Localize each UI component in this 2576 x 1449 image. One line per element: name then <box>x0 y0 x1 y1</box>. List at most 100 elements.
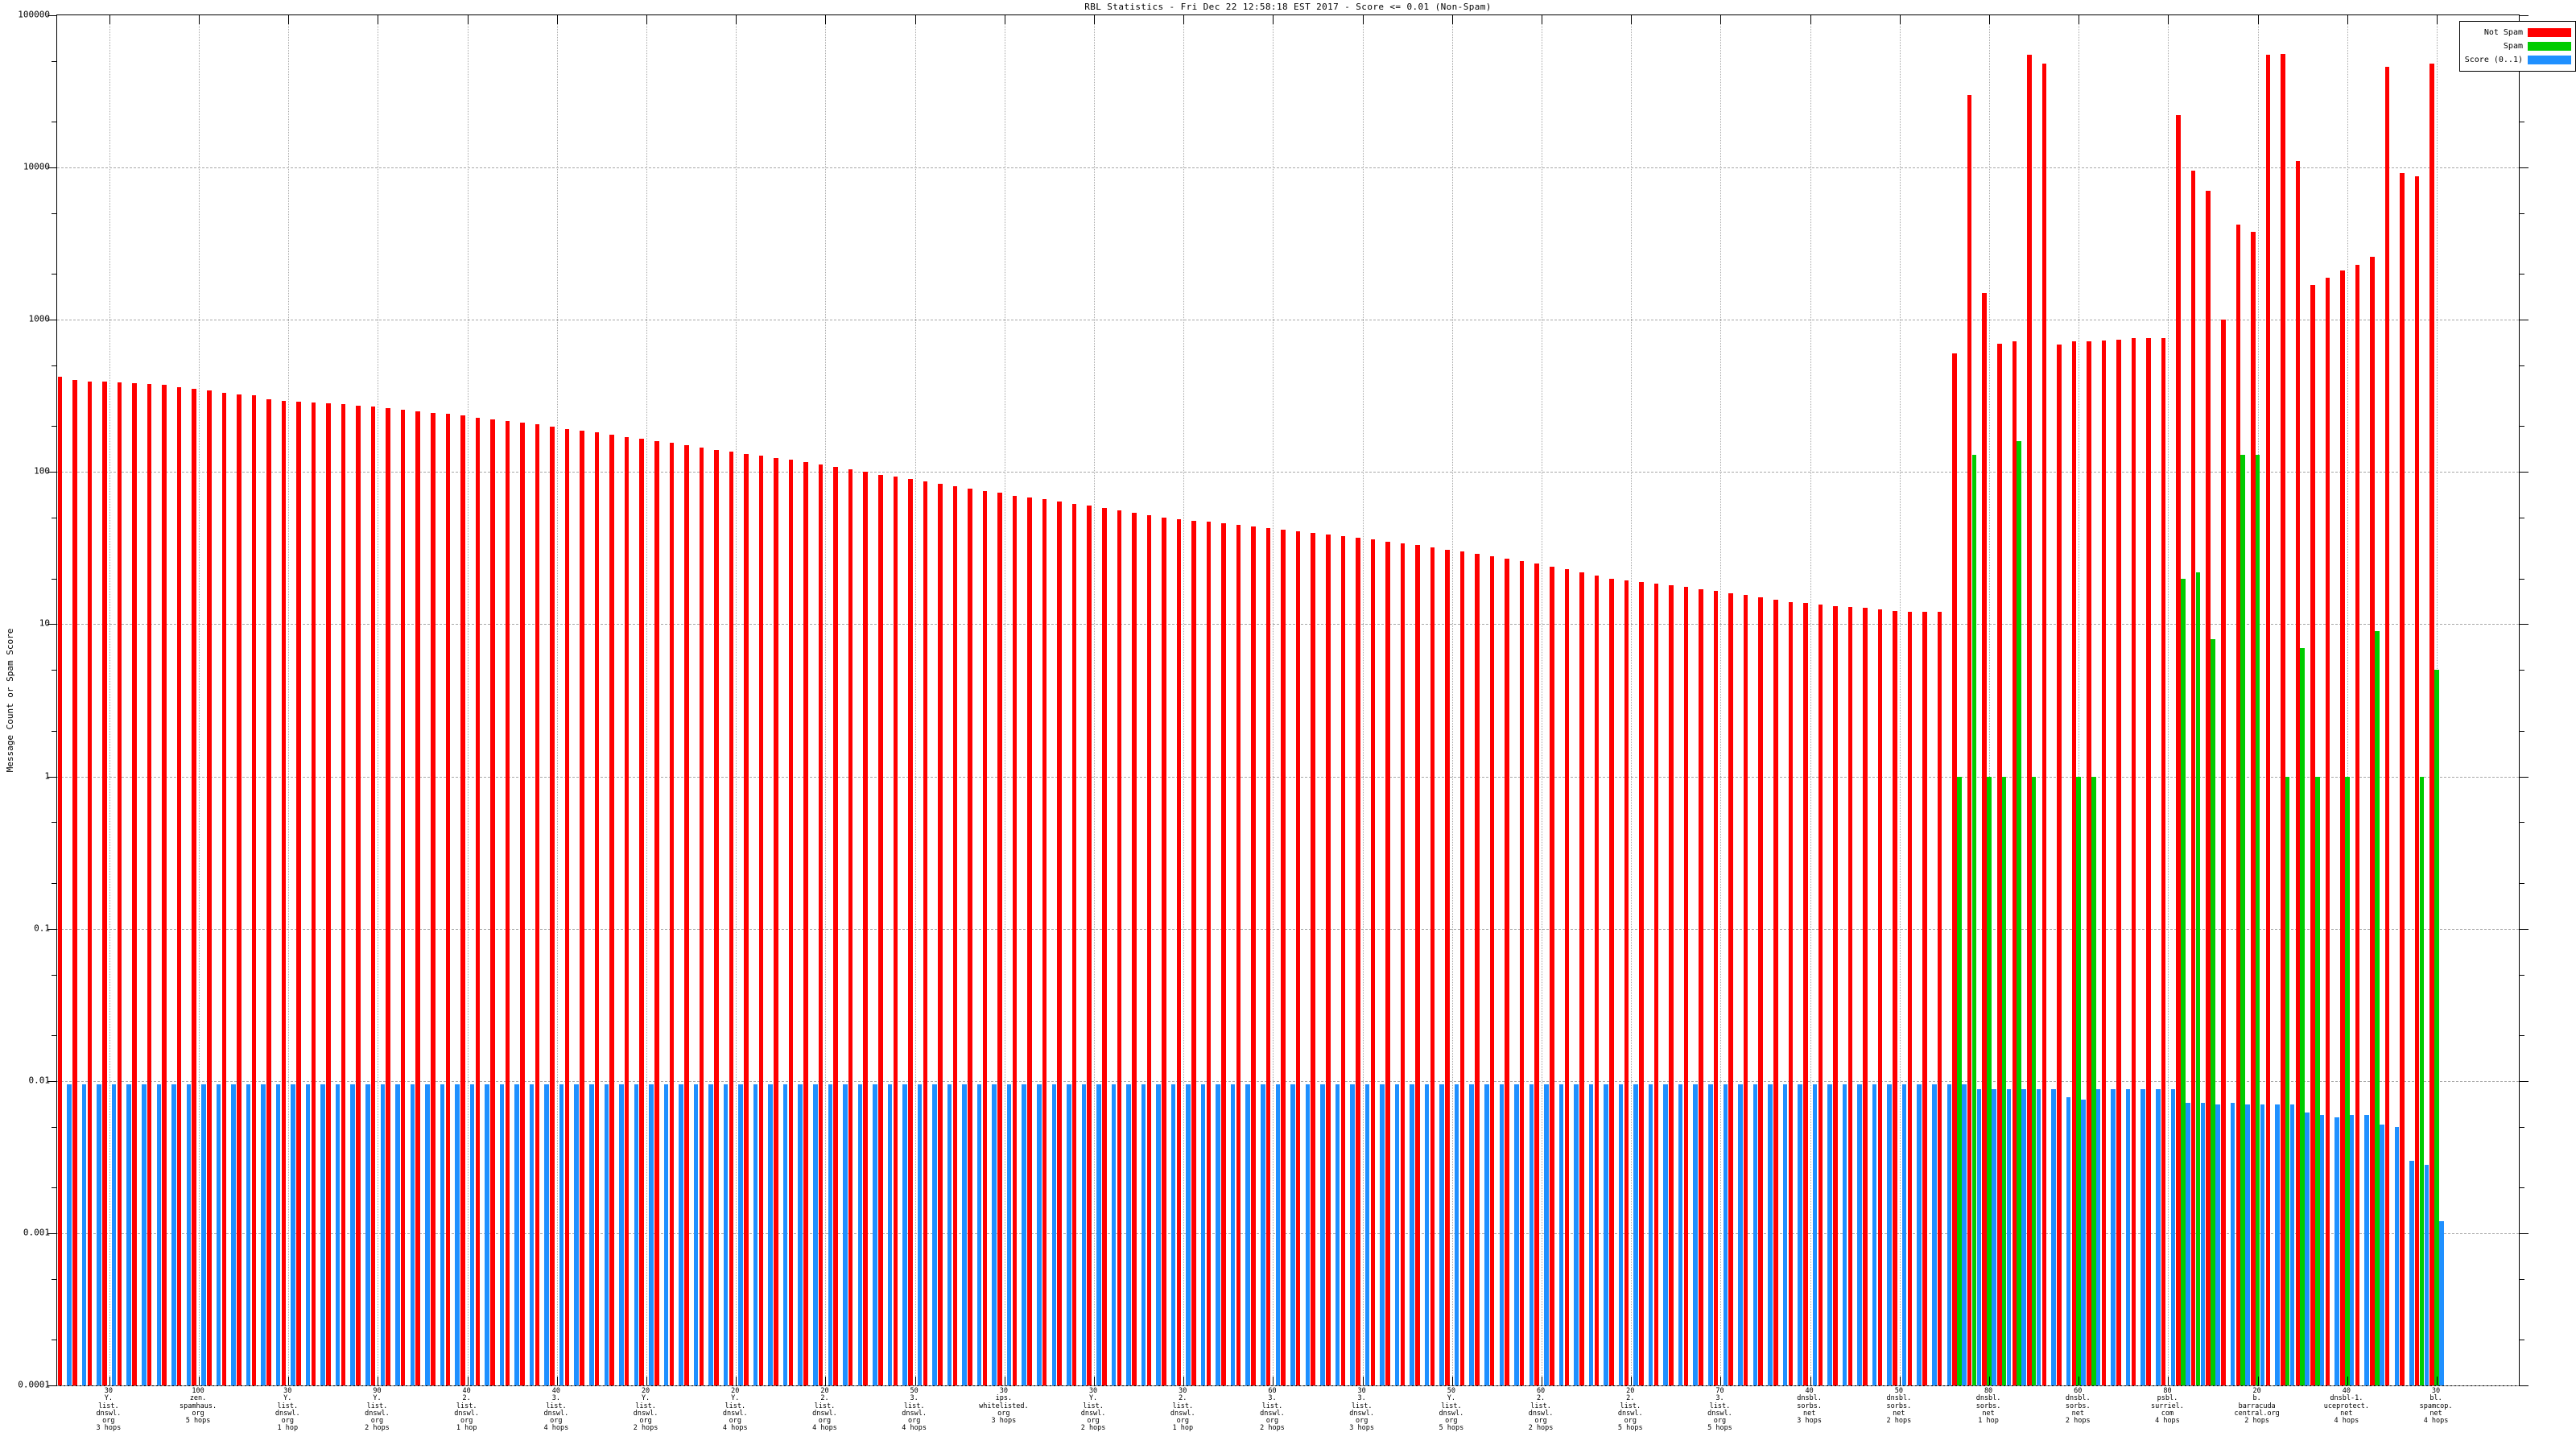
legend-item-label: Spam <box>2503 42 2523 51</box>
y-axis-minor-tick <box>2519 670 2524 671</box>
bar-group <box>1355 15 1370 1385</box>
bar-group <box>550 15 565 1385</box>
x-axis-tick-label: 30 Y. list. dnswl. org 2 hops <box>1080 1387 1106 1433</box>
x-axis-tick-labels: 30 Y. list. dnswl. org 3 hops 100 zen. sp… <box>56 1387 2520 1449</box>
bar-group <box>669 15 684 1385</box>
x-axis-tick <box>2257 15 2259 24</box>
bars-layer <box>57 15 2519 1385</box>
bar-score <box>2379 1124 2384 1385</box>
bar-spam <box>1971 454 1977 1385</box>
bar-score <box>1618 1084 1624 1385</box>
bar-score <box>693 1084 699 1385</box>
bar-group <box>415 15 431 1385</box>
bar-group <box>1639 15 1654 1385</box>
bar-not-spam <box>102 382 107 1385</box>
bar-group <box>535 15 550 1385</box>
bar-group <box>744 15 759 1385</box>
bar-group <box>1788 15 1803 1385</box>
bar-score <box>2394 1126 2400 1385</box>
x-axis-tick <box>1183 15 1185 24</box>
bar-not-spam <box>624 436 630 1385</box>
bar-not-spam <box>1877 609 1883 1385</box>
bar-not-spam <box>2146 337 2151 1385</box>
bar-score <box>1484 1084 1489 1385</box>
x-axis-tick <box>736 1377 737 1385</box>
bar-score <box>291 1084 295 1385</box>
x-axis-tick <box>1631 1377 1633 1385</box>
bar-not-spam <box>176 387 182 1385</box>
x-axis-tick <box>1183 1377 1185 1385</box>
bar-score <box>544 1084 549 1385</box>
bar-not-spam <box>415 411 420 1385</box>
bar-group <box>102 15 118 1385</box>
bar-not-spam <box>1430 547 1435 1385</box>
bar-not-spam <box>1475 554 1480 1385</box>
y-axis-tick-label: 0.1 <box>34 923 50 934</box>
bar-score <box>1558 1084 1564 1385</box>
bar-score <box>2051 1089 2056 1385</box>
y-axis-title: Message Count or Spam Score <box>5 628 15 773</box>
x-axis-tick <box>2347 15 2348 24</box>
bar-score <box>1976 1089 1982 1385</box>
bar-not-spam <box>818 464 824 1385</box>
legend-item-swatch <box>2528 42 2571 51</box>
y-axis-minor-tick <box>52 213 57 215</box>
bar-score <box>1529 1084 1534 1385</box>
y-axis-minor-tick <box>2519 730 2524 732</box>
bar-not-spam <box>1803 603 1808 1385</box>
x-axis-tick-label: 60 3. list. dnswl. org 2 hops <box>1260 1387 1285 1433</box>
bar-not-spam <box>1311 532 1315 1385</box>
bar-score <box>529 1084 535 1385</box>
bar-not-spam <box>326 403 331 1385</box>
bar-group <box>162 15 177 1385</box>
gridline-vertical <box>109 15 110 1385</box>
bar-score <box>1036 1084 1042 1385</box>
x-axis-tick <box>914 1377 916 1385</box>
y-axis-minor-tick <box>2519 274 2524 275</box>
bar-group <box>2355 15 2370 1385</box>
legend-item-swatch <box>2528 28 2571 37</box>
bar-score <box>574 1084 579 1385</box>
bar-not-spam <box>132 383 137 1385</box>
x-axis-tick <box>1273 1377 1274 1385</box>
bar-score <box>887 1084 893 1385</box>
bar-not-spam <box>1206 522 1212 1385</box>
bar-group <box>1340 15 1356 1385</box>
y-axis-tick <box>47 624 57 625</box>
bar-not-spam <box>1728 592 1733 1385</box>
bar-score <box>768 1084 773 1385</box>
bar-not-spam <box>908 479 913 1385</box>
bar-score <box>67 1084 72 1385</box>
bar-group <box>117 15 132 1385</box>
bar-not-spam <box>2176 115 2181 1385</box>
bar-group <box>937 15 952 1385</box>
bar-score <box>798 1084 803 1385</box>
bar-not-spam <box>2295 161 2301 1385</box>
bar-score <box>1439 1084 1444 1385</box>
bar-score <box>1022 1084 1026 1385</box>
bar-score <box>1126 1084 1131 1385</box>
y-axis-minor-tick <box>2519 1126 2524 1128</box>
bar-score <box>1350 1084 1355 1385</box>
bar-not-spam <box>1833 605 1838 1385</box>
bar-group <box>1534 15 1550 1385</box>
bar-score <box>1469 1084 1474 1385</box>
bar-not-spam <box>758 456 764 1385</box>
bar-score <box>1707 1084 1713 1385</box>
bar-not-spam <box>117 382 122 1385</box>
bar-spam <box>2091 776 2096 1385</box>
bar-group <box>2295 15 2310 1385</box>
bar-group <box>2325 15 2340 1385</box>
bar-group <box>1146 15 1162 1385</box>
bar-score <box>1738 1084 1743 1385</box>
bar-score <box>1768 1084 1773 1385</box>
bar-score <box>1186 1084 1191 1385</box>
x-axis-tick-label: 80 psbl. surriel. com 4 hops <box>2150 1387 2184 1426</box>
bar-not-spam <box>2340 270 2345 1385</box>
bar-score <box>1842 1084 1847 1385</box>
bar-score <box>1693 1084 1698 1385</box>
bar-not-spam <box>2041 64 2047 1385</box>
bar-group <box>893 15 908 1385</box>
bar-group <box>580 15 595 1385</box>
bar-group <box>1131 15 1146 1385</box>
